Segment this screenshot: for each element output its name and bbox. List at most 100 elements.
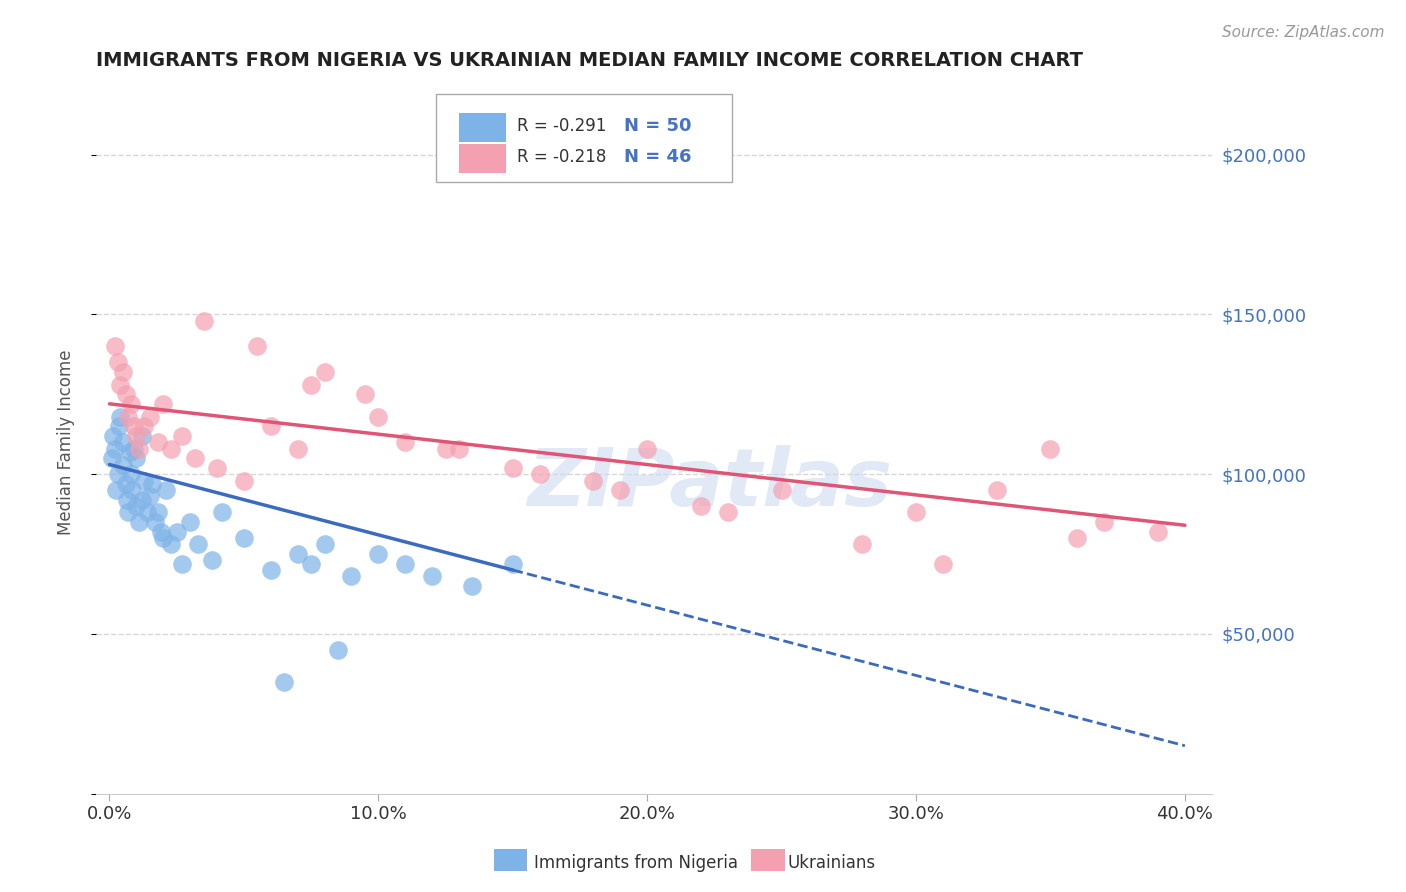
Point <box>609 483 631 497</box>
Point <box>932 557 955 571</box>
Point <box>149 524 172 539</box>
Point <box>128 442 150 456</box>
Point <box>120 397 142 411</box>
Point <box>121 483 143 497</box>
Point <box>146 435 169 450</box>
Point <box>118 444 141 458</box>
Point <box>104 442 127 456</box>
Point <box>420 569 443 583</box>
Point <box>1066 531 1088 545</box>
Point <box>636 442 658 456</box>
Point <box>108 377 131 392</box>
Text: N = 46: N = 46 <box>624 147 692 166</box>
Point <box>193 314 215 328</box>
Point <box>461 579 484 593</box>
FancyBboxPatch shape <box>751 849 785 871</box>
Point <box>143 515 166 529</box>
Point <box>447 442 470 456</box>
Text: ZIPatlas: ZIPatlas <box>527 445 893 524</box>
Text: R = -0.218: R = -0.218 <box>516 147 606 166</box>
Point <box>115 492 138 507</box>
Point <box>152 531 174 545</box>
Point <box>232 474 254 488</box>
Y-axis label: Median Family Income: Median Family Income <box>58 350 75 535</box>
Point <box>125 451 148 466</box>
Point <box>1147 524 1170 539</box>
Point <box>354 387 377 401</box>
Point <box>136 506 159 520</box>
Point <box>851 537 873 551</box>
Point <box>287 547 309 561</box>
Point <box>160 537 183 551</box>
Point <box>367 409 389 424</box>
Point <box>170 429 193 443</box>
Point <box>314 537 336 551</box>
Point <box>394 557 416 571</box>
Point <box>434 442 457 456</box>
Point <box>131 429 153 443</box>
Point <box>117 506 139 520</box>
Point <box>367 547 389 561</box>
Text: Source: ZipAtlas.com: Source: ZipAtlas.com <box>1222 25 1385 40</box>
Point <box>125 499 148 513</box>
Point <box>314 365 336 379</box>
Point <box>131 492 153 507</box>
Point <box>502 557 524 571</box>
Point <box>146 506 169 520</box>
Text: IMMIGRANTS FROM NIGERIA VS UKRAINIAN MEDIAN FAMILY INCOME CORRELATION CHART: IMMIGRANTS FROM NIGERIA VS UKRAINIAN MED… <box>96 51 1083 70</box>
Point <box>101 451 124 466</box>
Point <box>299 557 322 571</box>
Point <box>273 674 295 689</box>
Point <box>529 467 551 482</box>
Point <box>260 419 283 434</box>
Point <box>125 429 148 443</box>
Text: Immigrants from Nigeria: Immigrants from Nigeria <box>534 855 738 872</box>
Point <box>179 515 201 529</box>
Point <box>141 476 163 491</box>
Point <box>122 419 145 434</box>
Point <box>582 474 605 488</box>
Point <box>155 483 177 497</box>
Point <box>690 499 713 513</box>
Text: N = 50: N = 50 <box>624 117 692 135</box>
Point <box>108 419 131 434</box>
Point <box>107 467 129 482</box>
Point <box>105 483 128 497</box>
Point <box>111 458 134 472</box>
Point <box>139 490 162 504</box>
Point <box>134 419 156 434</box>
Point <box>114 476 136 491</box>
Point <box>117 409 139 424</box>
FancyBboxPatch shape <box>494 849 527 871</box>
Point <box>246 339 269 353</box>
FancyBboxPatch shape <box>458 113 506 143</box>
Point <box>114 387 136 401</box>
Point <box>160 442 183 456</box>
Point <box>122 442 145 456</box>
FancyBboxPatch shape <box>436 95 733 182</box>
Text: R = -0.291: R = -0.291 <box>516 117 606 135</box>
Point <box>770 483 793 497</box>
Point <box>166 524 188 539</box>
Point <box>170 557 193 571</box>
Point <box>107 355 129 369</box>
Point <box>103 429 125 443</box>
Point <box>287 442 309 456</box>
Point <box>260 563 283 577</box>
Point <box>111 435 134 450</box>
Point <box>1092 515 1115 529</box>
Point <box>717 506 740 520</box>
Point <box>134 474 156 488</box>
Text: Ukrainians: Ukrainians <box>787 855 876 872</box>
Point <box>205 460 228 475</box>
Point <box>201 553 224 567</box>
Point <box>111 365 134 379</box>
Point <box>152 397 174 411</box>
Point <box>120 467 142 482</box>
Point <box>211 506 233 520</box>
Point <box>232 531 254 545</box>
Point <box>299 377 322 392</box>
Point <box>394 435 416 450</box>
Point <box>502 460 524 475</box>
Point <box>139 409 162 424</box>
